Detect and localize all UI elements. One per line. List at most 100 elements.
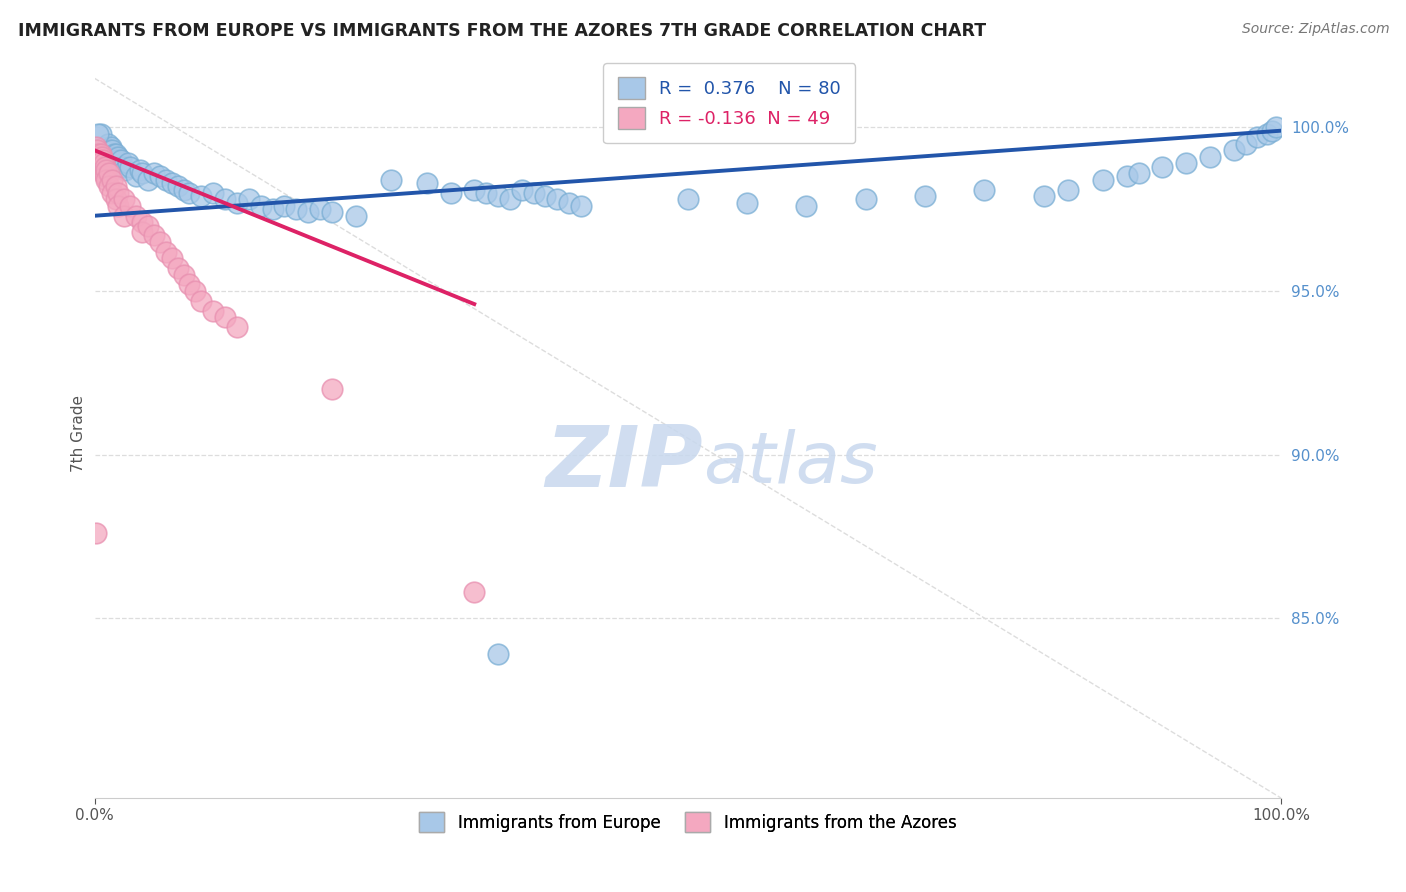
Point [110,153,132,168]
Point [87,146,110,161]
Point [273,199,295,213]
Point [1175,156,1198,170]
Point [226,195,249,210]
Point [97,179,120,194]
Legend: Immigrants from Europe, Immigrants from the Azores: Immigrants from Europe, Immigrants from … [411,804,965,841]
Y-axis label: 7th Grade: 7th Grade [72,395,86,472]
Point [486,189,509,203]
Point [486,647,509,661]
Point [249,199,271,213]
Point [97,166,120,180]
Point [546,193,568,207]
Point [131,166,153,180]
Point [202,303,225,318]
Point [179,186,201,200]
Point [96,163,118,178]
Point [107,186,129,200]
Point [90,160,112,174]
Point [91,153,114,168]
Text: ZIP: ZIP [546,422,703,506]
Point [112,160,135,174]
Point [855,193,877,207]
Point [1199,150,1222,164]
Point [93,156,115,170]
Point [84,140,107,154]
Point [380,173,402,187]
Point [463,585,485,599]
Point [184,284,207,298]
Point [131,215,153,229]
Point [1056,183,1078,197]
Point [104,193,127,207]
Point [214,193,236,207]
Point [125,209,148,223]
Point [84,526,107,541]
Point [89,146,111,161]
Point [1246,130,1268,145]
Point [89,127,111,141]
Point [131,225,153,239]
Point [101,144,124,158]
Point [735,195,758,210]
Point [1092,173,1115,187]
Text: IMMIGRANTS FROM EUROPE VS IMMIGRANTS FROM THE AZORES 7TH GRADE CORRELATION CHART: IMMIGRANTS FROM EUROPE VS IMMIGRANTS FRO… [18,22,987,40]
Point [463,183,485,197]
Point [439,186,461,200]
Point [297,205,319,219]
Point [226,320,249,334]
Point [285,202,308,217]
Point [142,166,165,180]
Point [475,186,498,200]
Point [96,173,118,187]
Point [558,195,581,210]
Point [104,146,127,161]
Point [86,144,108,158]
Point [309,202,332,217]
Point [569,199,592,213]
Point [142,228,165,243]
Text: atlas: atlas [703,429,877,499]
Point [101,173,124,187]
Point [105,153,128,168]
Point [114,163,136,178]
Point [534,189,557,203]
Point [87,153,110,168]
Point [103,146,125,161]
Point [160,252,183,266]
Point [94,160,117,174]
Point [128,163,150,178]
Point [98,150,121,164]
Point [97,144,120,158]
Point [136,173,159,187]
Point [321,382,343,396]
Point [104,179,127,194]
Point [101,186,124,200]
Point [262,202,284,217]
Point [179,277,201,292]
Text: Source: ZipAtlas.com: Source: ZipAtlas.com [1241,22,1389,37]
Point [1260,124,1282,138]
Point [112,193,135,207]
Point [344,209,367,223]
Point [202,186,225,200]
Point [93,166,115,180]
Point [90,153,112,168]
Point [149,235,172,249]
Point [173,183,195,197]
Point [1032,189,1054,203]
Point [107,150,129,164]
Point [190,293,212,308]
Point [510,183,533,197]
Point [321,205,343,219]
Point [173,268,195,282]
Point [796,199,818,213]
Point [120,199,142,213]
Point [94,169,117,184]
Point [914,189,936,203]
Point [166,261,188,276]
Point [238,193,260,207]
Point [160,176,183,190]
Point [86,150,108,164]
Point [1128,166,1150,180]
Point [499,193,522,207]
